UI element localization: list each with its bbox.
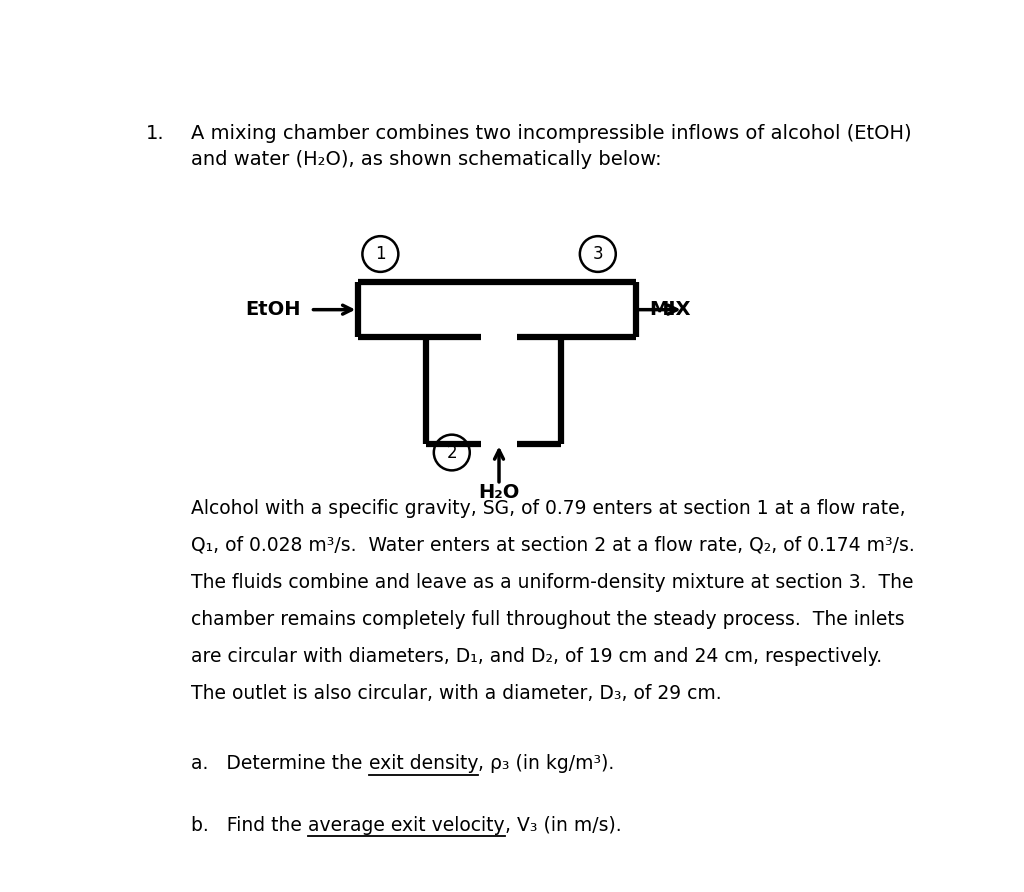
Text: , ρ₃ (in kg/m³).: , ρ₃ (in kg/m³). [478,754,614,773]
Text: 3: 3 [593,245,603,263]
Text: Alcohol with a specific gravity, SG, of 0.79 enters at section 1 at a flow rate,: Alcohol with a specific gravity, SG, of … [191,499,906,517]
Text: The fluids combine and leave as a uniform-density mixture at section 3.  The: The fluids combine and leave as a unifor… [191,573,914,591]
Text: chamber remains completely full throughout the steady process.  The inlets: chamber remains completely full througho… [191,610,905,629]
Text: A mixing chamber combines two incompressible inflows of alcohol (EtOH): A mixing chamber combines two incompress… [191,124,912,144]
Text: b.   Find the: b. Find the [191,816,308,835]
Text: 2: 2 [446,443,457,461]
Text: exit density: exit density [369,754,478,773]
Text: 1.: 1. [145,124,164,144]
Text: H₂O: H₂O [478,483,520,502]
Text: average exit velocity: average exit velocity [308,816,505,835]
Text: a.   Determine the: a. Determine the [191,754,369,773]
Text: and water (H₂O), as shown schematically below:: and water (H₂O), as shown schematically … [191,150,663,169]
Text: are circular with diameters, D₁, and D₂, of 19 cm and 24 cm, respectively.: are circular with diameters, D₁, and D₂,… [191,647,883,666]
Text: MIX: MIX [649,300,691,319]
Text: , V₃ (in m/s).: , V₃ (in m/s). [505,816,622,835]
Text: 1: 1 [375,245,386,263]
Text: EtOH: EtOH [246,300,301,319]
Text: The outlet is also circular, with a diameter, D₃, of 29 cm.: The outlet is also circular, with a diam… [191,684,722,703]
Text: Q₁, of 0.028 m³/s.  Water enters at section 2 at a flow rate, Q₂, of 0.174 m³/s.: Q₁, of 0.028 m³/s. Water enters at secti… [191,535,915,555]
